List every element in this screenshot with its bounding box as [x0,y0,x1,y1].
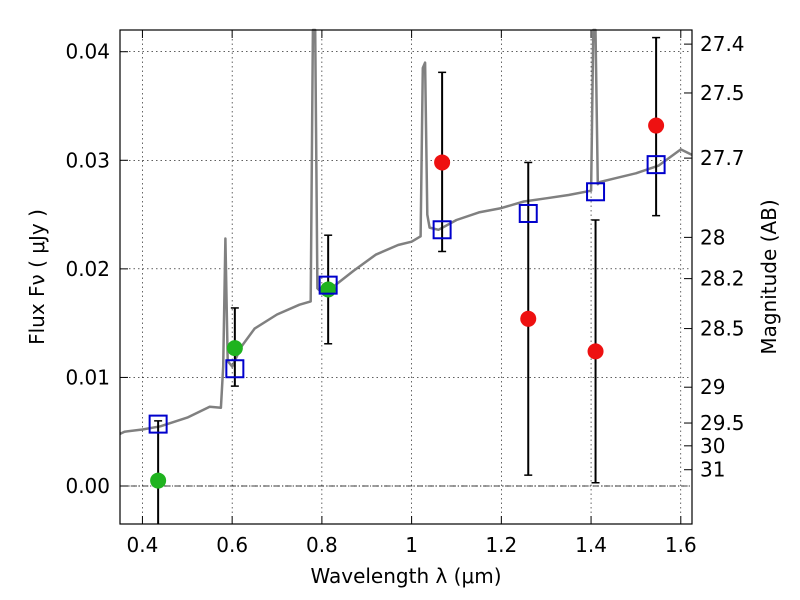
y-tick-label: 0.03 [65,148,110,172]
x-axis-label: Wavelength λ (μm) [310,564,501,588]
y-axis-ticks: 0.00 0.01 0.02 0.03 0.04 [65,40,128,498]
magnitude-tick-label: 28.5 [700,317,745,341]
model-photometry-boxes [148,155,666,434]
x-tick-label: 1.6 [665,533,697,557]
x-tick-label: 1.4 [575,533,607,557]
model-photometry-box [586,182,606,202]
model-photometry-box [225,359,245,379]
magnitude-axis-label: Magnitude (AB) [757,199,781,354]
magnitude-tick-label: 27.7 [700,146,745,170]
magnitude-tick-label: 27.4 [700,32,745,56]
y-tick-label: 0.04 [65,40,110,64]
magnitude-tick-label: 28 [700,225,725,249]
magnitude-tick-label: 31 [700,458,725,482]
magnitude-tick-label: 27.5 [700,81,745,105]
model-photometry-box [432,220,452,240]
plot-background [120,30,692,524]
y-tick-label: 0.01 [65,365,110,389]
y-axis-label: Flux Fν ( μJy ) [25,209,49,345]
nondetection-point [587,343,604,360]
model-photometry-box [318,275,338,295]
magnitude-tick-label: 29 [700,375,725,399]
detection-point [320,281,337,298]
plot-frame [119,29,693,525]
detection-point [226,340,243,357]
y-tick-label: 0.02 [65,257,110,281]
x-tick-label: 1.2 [485,533,517,557]
model-photometry-box [646,155,666,175]
model-photometry-box [518,203,538,223]
x-axis-ticks: 0.4 0.6 0.8 1 1.2 1.4 1.6 [127,30,697,557]
x-tick-label: 0.6 [216,533,248,557]
model-photometry-box [148,414,168,434]
magnitude-tick-label: 28.2 [700,267,745,291]
nondetection-point [520,310,537,327]
nondetection-point [434,154,451,171]
nondetection-point [648,117,665,134]
magnitude-tick-label: 30 [700,434,725,458]
detection-point [150,472,167,489]
x-tick-label: 0.4 [127,533,159,557]
y-tick-label: 0.00 [65,474,110,498]
x-tick-label: 1 [405,533,418,557]
magnitude-tick-label: 29.5 [700,411,745,435]
x-tick-label: 0.8 [306,533,338,557]
